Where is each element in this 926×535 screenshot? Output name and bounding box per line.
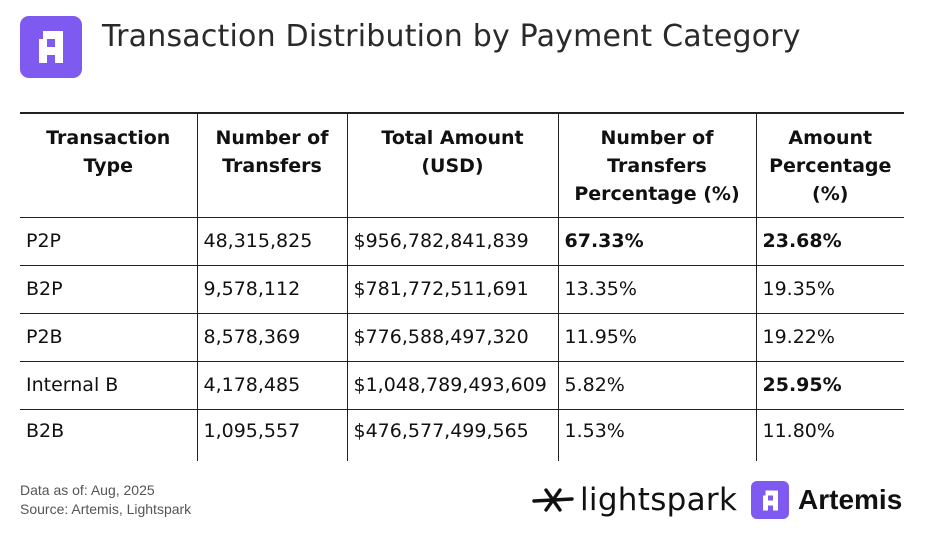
cell-total-amount: $956,782,841,839 [346, 216, 559, 266]
lightspark-wordmark: lightspark [580, 482, 738, 518]
cell-number-of-transfers: 4,178,485 [196, 360, 348, 410]
cell-amount-percentage: 25.95% [755, 360, 904, 410]
cell-amount-percentage: 19.35% [755, 264, 904, 314]
footnote: Data as of: Aug, 2025 Source: Artemis, L… [20, 481, 191, 519]
cell-transfers-percentage: 5.82% [557, 360, 757, 410]
header: Transaction Distribution by Payment Cate… [20, 16, 801, 78]
cell-transfers-percentage: 67.33% [557, 216, 757, 266]
table-row: P2P 48,315,825 $956,782,841,839 67.33% 2… [20, 216, 904, 266]
column-header-amount-percentage: Amount Percentage (%) [755, 112, 904, 218]
transaction-table: Transaction Type Number of Transfers Tot… [20, 112, 904, 461]
lightspark-brand: lightspark [532, 482, 737, 518]
source-text: Source: Artemis, Lightspark [20, 501, 192, 517]
artemis-wordmark: Artemis [798, 484, 903, 515]
column-header-transaction-type: Transaction Type [20, 112, 198, 218]
cell-transaction-type: P2B [20, 312, 198, 362]
lightspark-spark-icon [532, 488, 574, 512]
cell-transaction-type: P2P [20, 216, 198, 266]
page-title: Transaction Distribution by Payment Cate… [102, 18, 801, 54]
cell-number-of-transfers: 9,578,112 [196, 264, 348, 314]
column-header-number-of-transfers: Number of Transfers [196, 112, 348, 218]
artemis-brand: Artemis [751, 481, 902, 519]
cell-transfers-percentage: 13.35% [557, 264, 757, 314]
cell-amount-percentage: 23.68% [755, 216, 904, 266]
cell-amount-percentage: 19.22% [755, 312, 904, 362]
cell-number-of-transfers: 1,095,557 [196, 408, 348, 461]
table-row: B2P 9,578,112 $781,772,511,691 13.35% 19… [20, 264, 904, 314]
cell-total-amount: $1,048,789,493,609 [346, 360, 559, 410]
cell-transfers-percentage: 11.95% [557, 312, 757, 362]
cell-transaction-type: Internal B [20, 360, 198, 410]
artemis-small-logo-icon [751, 481, 789, 519]
cell-number-of-transfers: 8,578,369 [196, 312, 348, 362]
cell-number-of-transfers: 48,315,825 [196, 216, 348, 266]
table-row: B2B 1,095,557 $476,577,499,565 1.53% 11.… [20, 408, 904, 461]
cell-total-amount: $476,577,499,565 [346, 408, 559, 461]
table-row: Internal B 4,178,485 $1,048,789,493,609 … [20, 360, 904, 410]
cell-amount-percentage: 11.80% [755, 408, 904, 461]
column-header-total-amount: Total Amount (USD) [346, 112, 559, 218]
cell-total-amount: $776,588,497,320 [346, 312, 559, 362]
cell-transaction-type: B2B [20, 408, 198, 461]
table-row: P2B 8,578,369 $776,588,497,320 11.95% 19… [20, 312, 904, 362]
column-header-transfers-percentage: Number of Transfers Percentage (%) [557, 112, 757, 218]
data-as-of-text: Data as of: Aug, 2025 [20, 482, 155, 498]
cell-transfers-percentage: 1.53% [557, 408, 757, 461]
artemis-logo-icon [20, 16, 82, 78]
cell-total-amount: $781,772,511,691 [346, 264, 559, 314]
cell-transaction-type: B2P [20, 264, 198, 314]
table-header-row: Transaction Type Number of Transfers Tot… [20, 112, 904, 218]
